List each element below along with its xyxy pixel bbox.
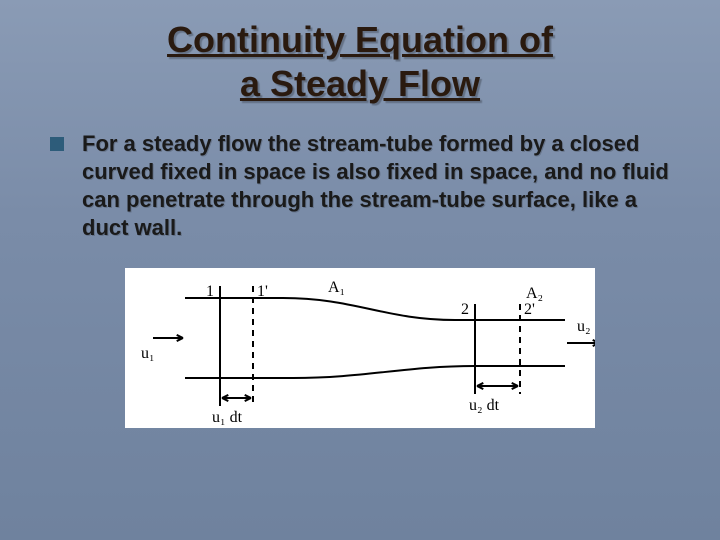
svg-text:1: 1 — [206, 283, 214, 300]
svg-text:2': 2' — [524, 301, 535, 318]
svg-text:2: 2 — [461, 301, 469, 318]
svg-text:1': 1' — [257, 283, 268, 300]
title-line-1: Continuity Equation of — [167, 19, 553, 60]
svg-text:u₁: u₁ — [141, 345, 155, 362]
slide-title: Continuity Equation of a Steady Flow — [40, 18, 680, 106]
slide: Continuity Equation of a Steady Flow For… — [0, 0, 720, 540]
svg-text:u₂ dt: u₂ dt — [469, 397, 500, 414]
svg-text:A₁: A₁ — [328, 279, 345, 296]
svg-text:u₁ dt: u₁ dt — [212, 409, 243, 426]
diagram-svg: 1 1' A₁ u₁ u₁ dt 2 2'A₂ u₂ u₂ dt — [125, 268, 595, 428]
body-text: For a steady flow the stream-tube formed… — [82, 130, 680, 243]
square-bullet-icon — [50, 137, 64, 151]
body-row: For a steady flow the stream-tube formed… — [40, 130, 680, 243]
svg-text:u₂: u₂ — [577, 318, 591, 335]
svg-text:A₂: A₂ — [526, 285, 543, 302]
stream-tube-diagram: 1 1' A₁ u₁ u₁ dt 2 2'A₂ u₂ u₂ dt — [125, 268, 595, 428]
title-line-2: a Steady Flow — [240, 63, 480, 104]
